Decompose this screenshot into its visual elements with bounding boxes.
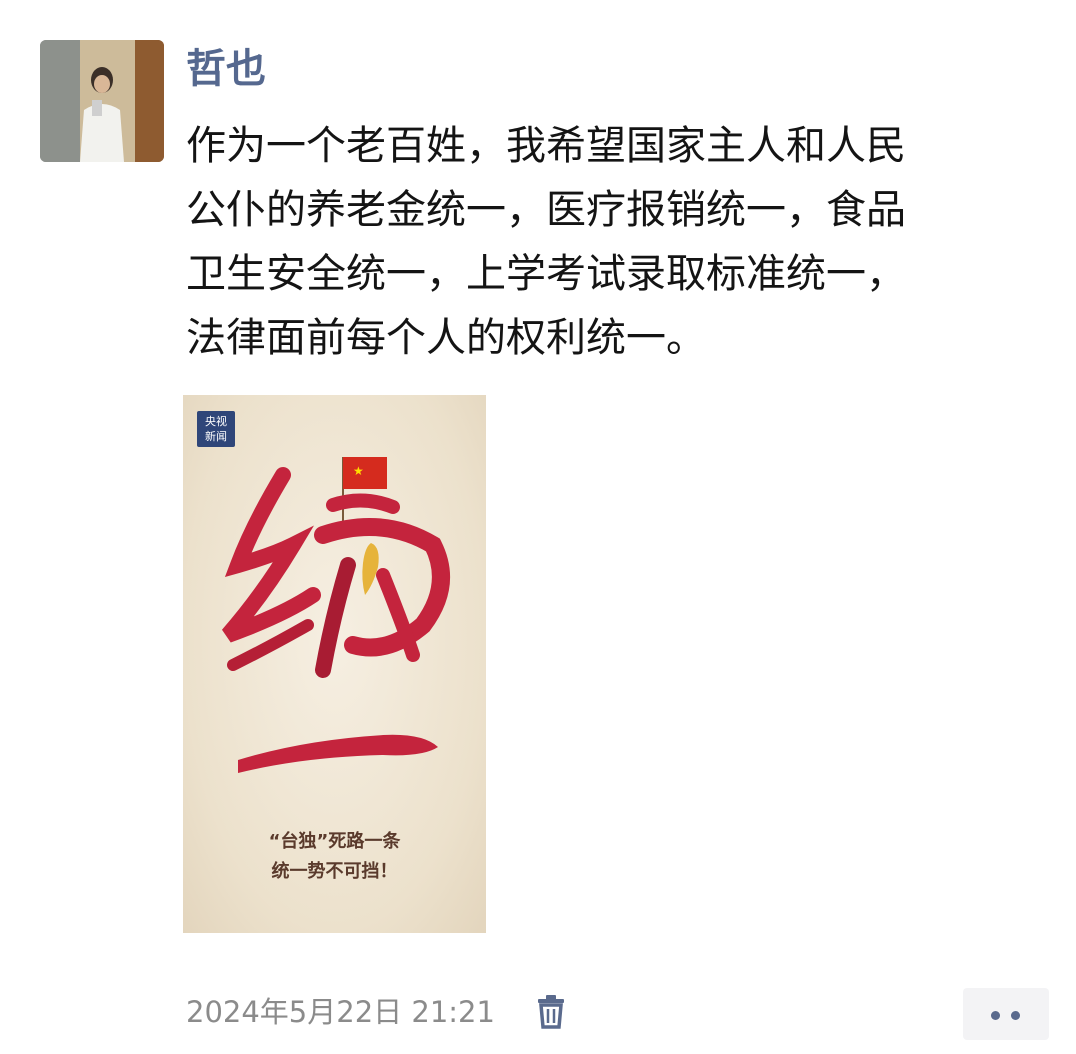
post-timestamp: 2024年5月22日 21:21 xyxy=(186,995,495,1029)
post-image[interactable]: ★ 央视 新闻 “台独”死路一条 统一势不可挡！ xyxy=(183,395,486,933)
more-dots-icon-2 xyxy=(1011,1011,1020,1020)
trash-icon[interactable] xyxy=(534,993,568,1029)
avatar[interactable] xyxy=(40,40,164,162)
post-text: 作为一个老百姓，我希望国家主人和人民 公仆的养老金统一，医疗报销统一，食品 卫生… xyxy=(186,123,906,361)
svg-text:★: ★ xyxy=(353,464,364,478)
cctv-news-logo: 央视 新闻 xyxy=(197,411,235,447)
more-dots-icon xyxy=(991,1011,1000,1020)
poster-caption-line-2: 统一势不可挡！ xyxy=(271,861,398,882)
avatar-photo xyxy=(40,40,164,162)
author-name[interactable]: 哲也 xyxy=(186,46,266,92)
poster-caption-line-1: “台独”死路一条 xyxy=(268,831,401,852)
more-actions-button[interactable] xyxy=(963,988,1049,1040)
trash-icon-svg xyxy=(538,995,564,1029)
poster-caption: “台独”死路一条 统一势不可挡！ xyxy=(183,827,486,887)
poster-artwork: ★ xyxy=(221,457,450,773)
